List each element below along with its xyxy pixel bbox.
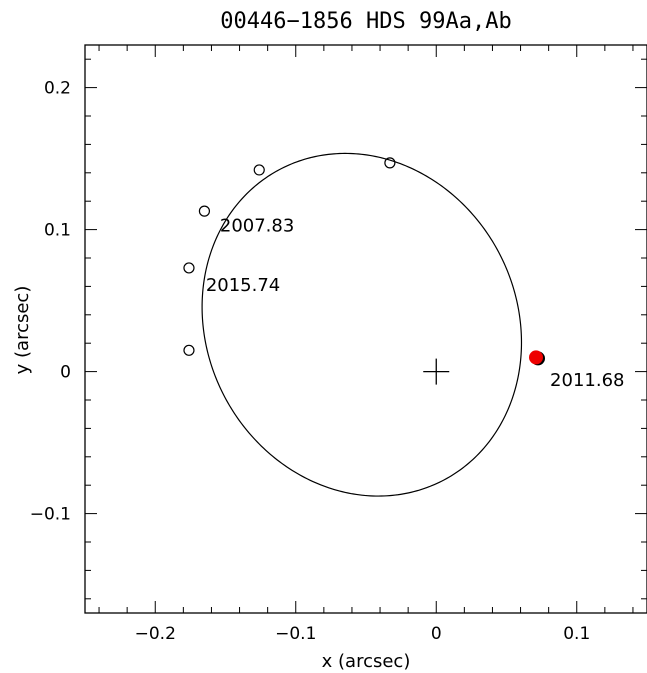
y-tick-label: 0 — [60, 363, 71, 383]
y-axis-label: y (arcsec) — [12, 286, 33, 375]
chart-title: 00446−1856 HDS 99Aa,Ab — [220, 9, 511, 34]
plot-frame — [84, 44, 647, 614]
highlight-point — [529, 350, 544, 365]
x-tick-label: −0.1 — [275, 624, 316, 644]
date-annotation: 2007.83 — [220, 215, 294, 236]
primary-star-marker — [423, 358, 450, 385]
axis-tick-labels: −0.2 −0.1 0 0.1 −0.1 0 0.1 0.2 — [30, 79, 591, 644]
date-annotations: 2007.83 2015.74 2011.68 — [206, 215, 625, 391]
date-annotation: 2015.74 — [206, 275, 280, 296]
observation-point — [183, 262, 195, 274]
highlight-point-group — [529, 350, 546, 366]
y-tick-label: 0.1 — [44, 221, 71, 241]
orbit-ellipse — [201, 152, 523, 497]
x-tick-label: −0.2 — [135, 624, 176, 644]
observation-point — [198, 205, 211, 217]
observation-point — [183, 344, 195, 356]
axis-ticks — [85, 45, 647, 613]
x-axis-label: x (arcsec) — [322, 651, 411, 672]
y-tick-label: −0.1 — [30, 505, 71, 525]
x-tick-label: 0.1 — [563, 624, 590, 644]
observation-points — [183, 157, 396, 356]
observation-point — [384, 157, 396, 169]
y-tick-label: 0.2 — [44, 79, 71, 99]
observation-point — [253, 164, 265, 176]
x-tick-label: 0 — [431, 624, 442, 644]
date-annotation: 2011.68 — [550, 370, 624, 391]
